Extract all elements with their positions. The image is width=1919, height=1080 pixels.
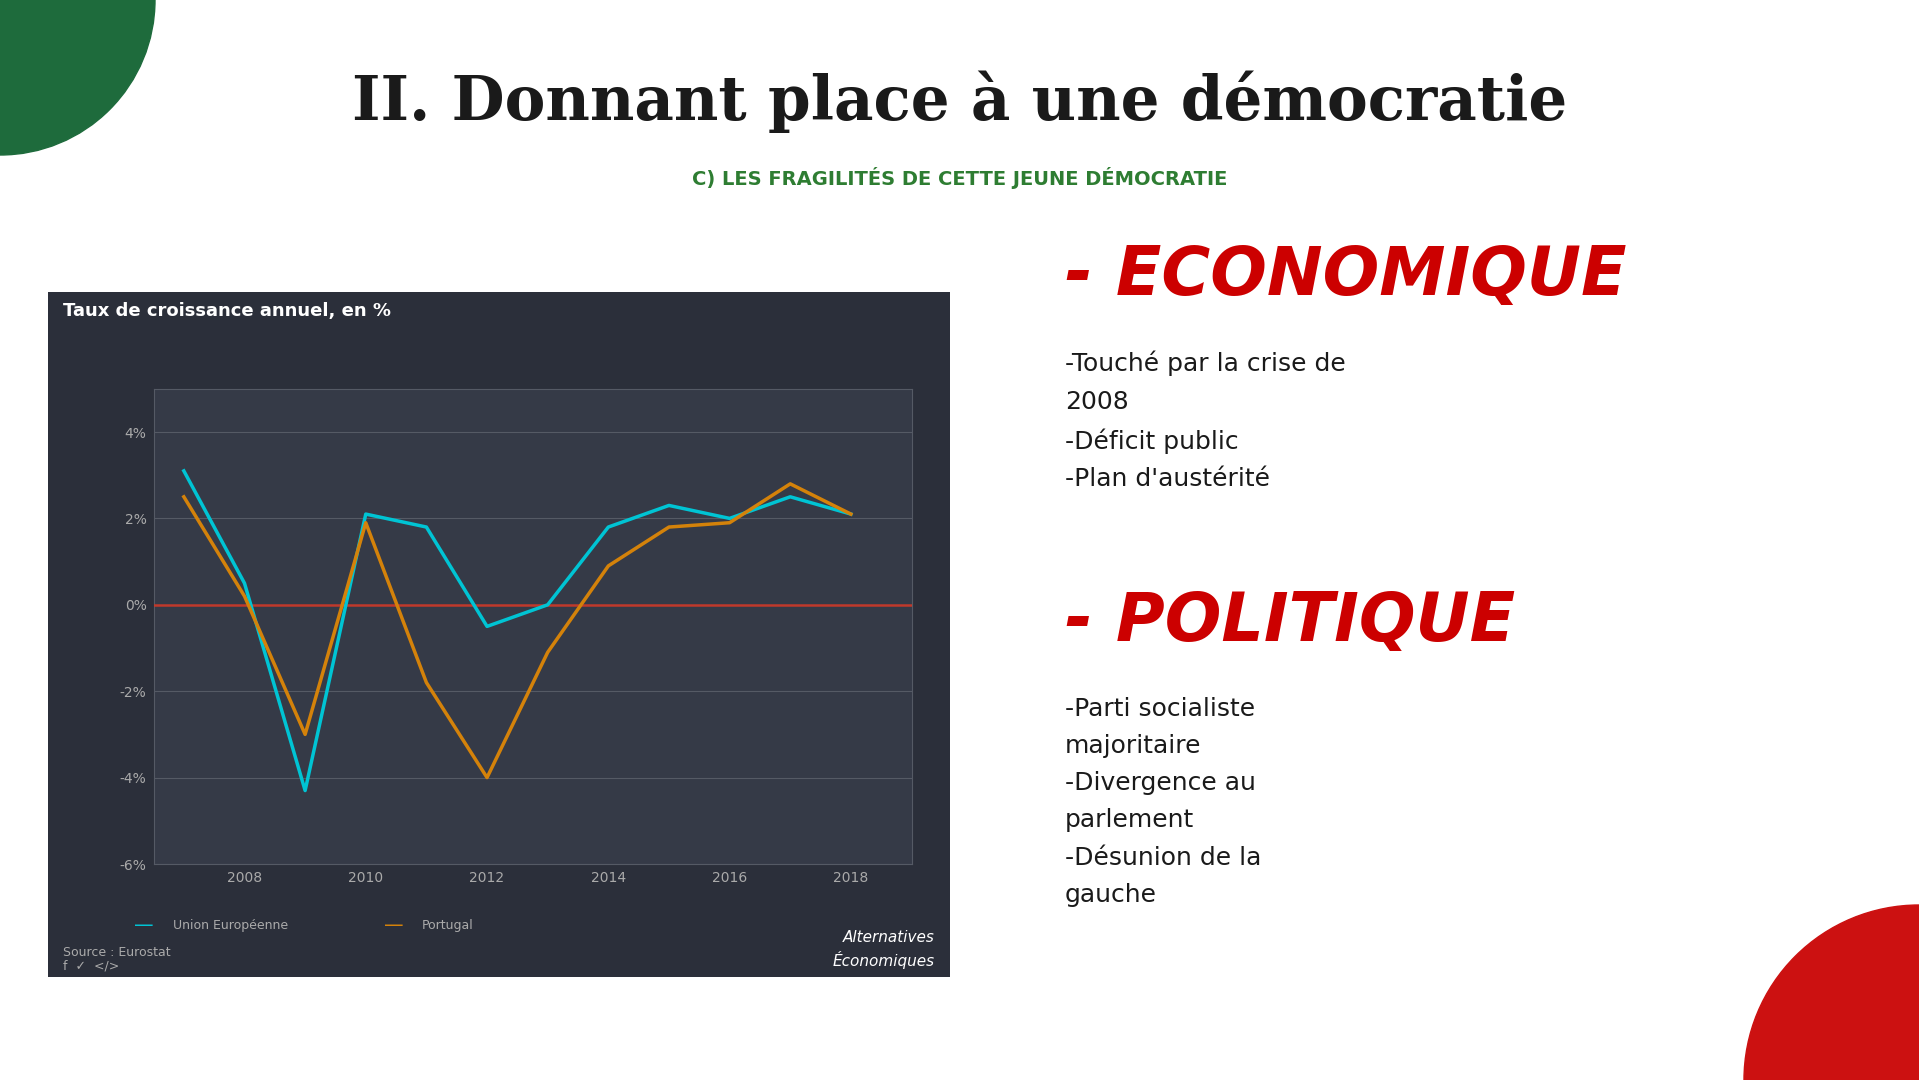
Text: —: — (384, 916, 403, 935)
Text: - POLITIQUE: - POLITIQUE (1065, 589, 1516, 654)
Text: f  ✓  </>: f ✓ </> (63, 960, 119, 973)
Text: C) LES FRAGILITÉS DE CETTE JEUNE DÉMOCRATIE: C) LES FRAGILITÉS DE CETTE JEUNE DÉMOCRA… (693, 167, 1226, 189)
Text: —: — (134, 916, 154, 935)
Circle shape (1744, 905, 1919, 1080)
Text: Portugal: Portugal (422, 919, 474, 932)
Text: Source : Eurostat: Source : Eurostat (63, 946, 171, 959)
Text: Taux de croissance annuel, en %: Taux de croissance annuel, en % (63, 302, 391, 321)
Text: -Touché par la crise de
2008
-Déficit public
-Plan d'austérité: -Touché par la crise de 2008 -Déficit pu… (1065, 351, 1345, 491)
Circle shape (0, 0, 155, 156)
Text: II. Donnant place à une démocratie: II. Donnant place à une démocratie (351, 70, 1568, 133)
Text: Alternatives
Économiques: Alternatives Économiques (833, 930, 935, 969)
Text: -Parti socialiste
majoritaire
-Divergence au
parlement
-Désunion de la
gauche: -Parti socialiste majoritaire -Divergenc… (1065, 697, 1261, 907)
Text: - ECONOMIQUE: - ECONOMIQUE (1065, 243, 1627, 309)
Text: Union Européenne: Union Européenne (173, 919, 288, 932)
